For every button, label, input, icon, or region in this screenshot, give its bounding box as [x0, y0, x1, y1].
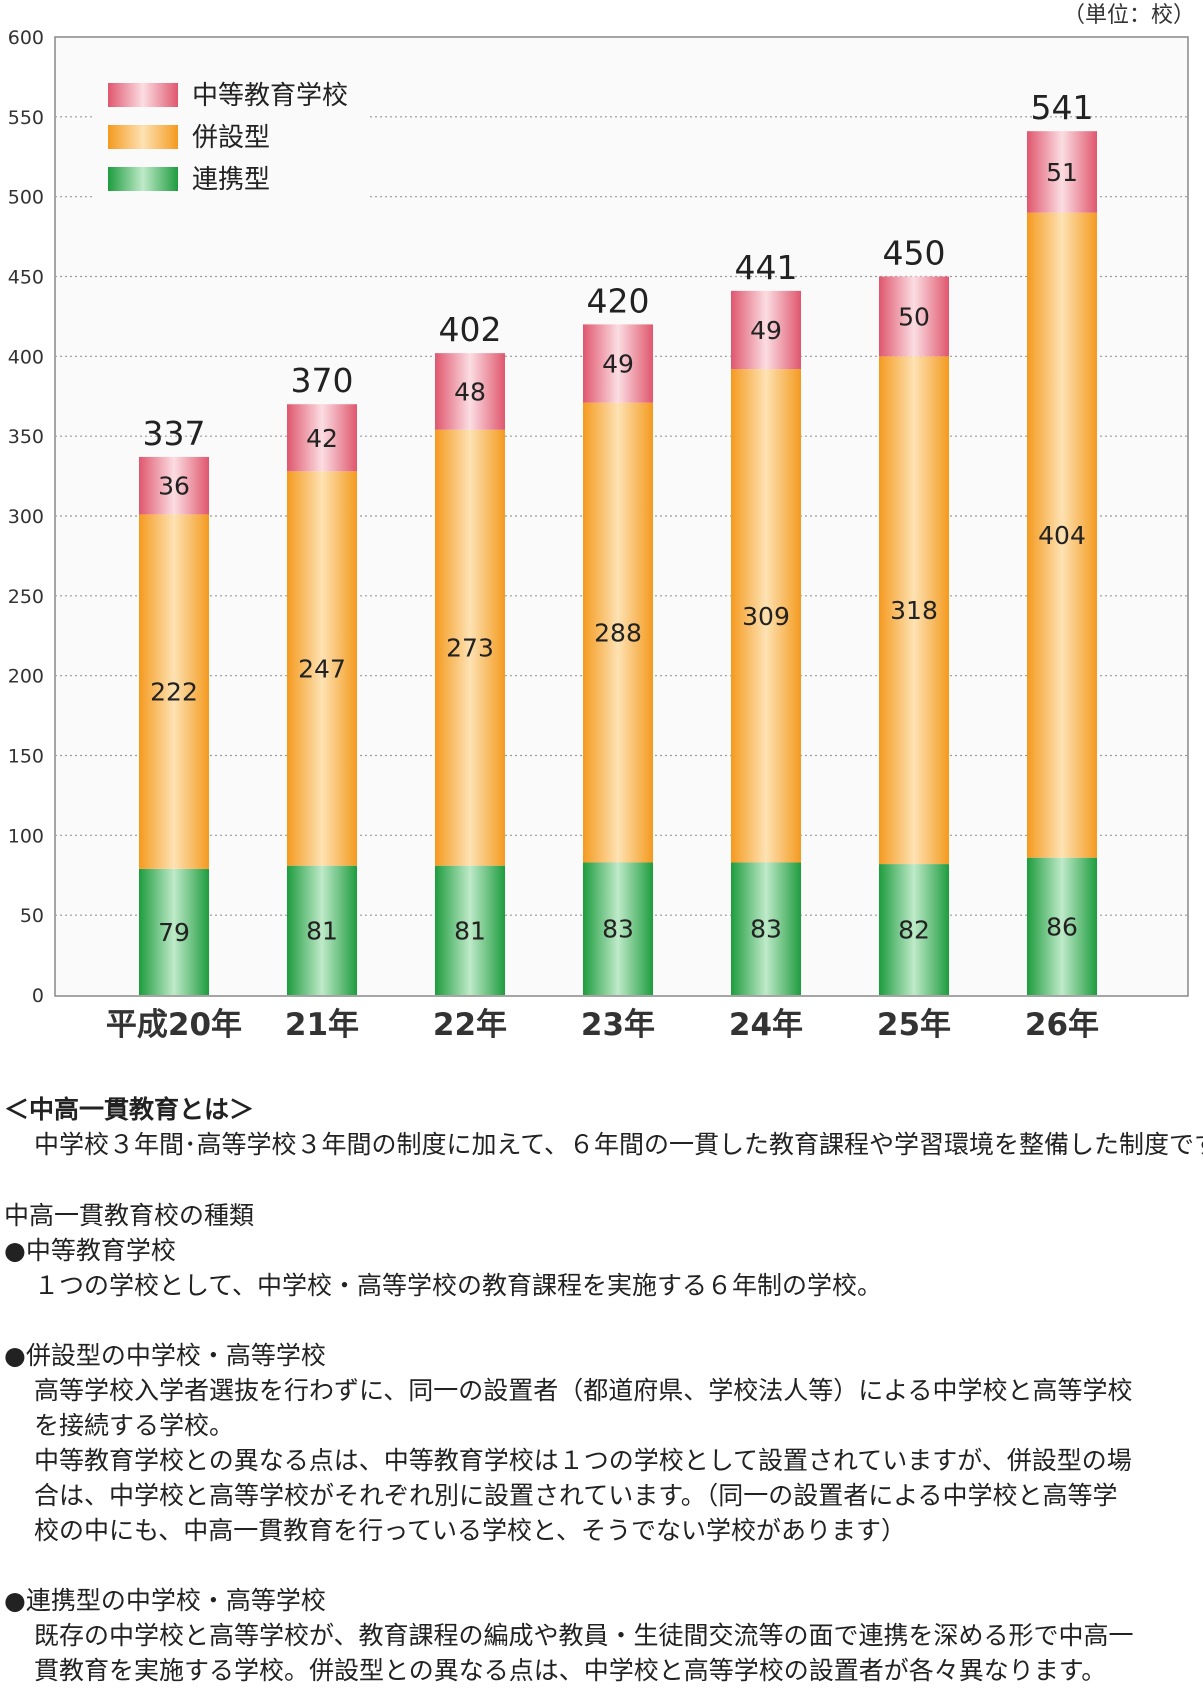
- type2-desc-line: 校の中にも、中高一貫教育を行っている学校と、そうでない学校があります）: [34, 1516, 907, 1545]
- segment-value-label: 50: [898, 302, 930, 331]
- segment-value-label: 36: [158, 472, 190, 501]
- type2-desc-line: 高等学校入学者選抜を行わずに、同一の設置者（都道府県、学校法人等）による中学校と…: [34, 1376, 1133, 1405]
- bar-segment-heisetsu: [1027, 212, 1097, 858]
- x-axis: 平成20年 21年 22年 23年 24年 25年 26年: [106, 1007, 1099, 1043]
- y-tick-label: 350: [8, 426, 44, 448]
- type3-desc-line: 既存の中学校と高等学校が、教育課程の編成や教員・生徒間交流等の面で連携を深める形…: [34, 1621, 1134, 1650]
- y-tick-label: 400: [8, 346, 44, 368]
- bar-segment-renkei: [139, 868, 209, 995]
- bar-segment-chuto: [287, 404, 357, 472]
- notes-section: ＜中高一貫教育とは＞ 中学校３年間･高等学校３年間の制度に加えて、６年間の一貫し…: [4, 1092, 1203, 1688]
- y-tick-label: 0: [32, 985, 44, 1007]
- bar-segment-chuto: [435, 353, 505, 430]
- legend-label-renkei: 連携型: [192, 165, 270, 195]
- x-tick-label: 24年: [729, 1007, 803, 1043]
- y-axis: 0 50 100 150 200 250 300 350 400 450 500 550 600: [8, 27, 44, 1007]
- legend-label-chuto: 中等教育学校: [192, 81, 348, 111]
- y-tick-label: 600: [8, 27, 44, 49]
- legend-swatch-renkei: [108, 167, 178, 191]
- bar-segment-renkei: [583, 862, 653, 995]
- y-tick-label: 500: [8, 187, 44, 209]
- segment-value-label: 79: [158, 918, 190, 947]
- type2-desc-line: 中等教育学校との異なる点は、中等教育学校は１つの学校として設置されていますが、併…: [34, 1446, 1132, 1475]
- segment-value-label: 51: [1046, 158, 1078, 187]
- segment-value-label: 49: [602, 350, 634, 379]
- bar-total-label: 337: [143, 414, 206, 453]
- segment-value-label: 83: [602, 915, 634, 944]
- y-tick-label: 100: [8, 825, 44, 847]
- segment-value-label: 222: [150, 678, 198, 707]
- bar-total-label: 402: [439, 310, 502, 349]
- y-tick-label: 300: [8, 506, 44, 528]
- segment-value-label: 288: [594, 619, 642, 648]
- legend-label-heisetsu: 併設型: [192, 123, 270, 153]
- legend: 中等教育学校 併設型 連携型: [95, 74, 370, 202]
- bar-segment-heisetsu: [435, 429, 505, 866]
- x-tick-label: 22年: [433, 1007, 507, 1043]
- legend-swatch-heisetsu: [108, 125, 178, 149]
- type2-desc-line: 合は、中学校と高等学校がそれぞれ別に設置されています。（同一の設置者による中学校…: [34, 1481, 1118, 1510]
- segment-value-label: 49: [750, 316, 782, 345]
- bar-segment-renkei: [731, 862, 801, 995]
- bar-total-label: 420: [587, 281, 650, 320]
- x-tick-label: 25年: [877, 1007, 951, 1043]
- stacked-bar-chart: （単位：校） 0 50 100 150 200 250 300 350 400 450 500 550…: [8, 3, 1195, 1043]
- bar-total-label: 370: [291, 361, 354, 400]
- type1-title: ●中等教育学校: [4, 1236, 176, 1265]
- bar-segment-chuto: [583, 324, 653, 403]
- bar-segment-heisetsu: [287, 471, 357, 866]
- segment-value-label: 83: [750, 915, 782, 944]
- x-tick-label: 平成20年: [106, 1007, 242, 1043]
- segment-value-label: 86: [1046, 912, 1078, 941]
- bar-total-label: 541: [1031, 88, 1094, 127]
- segment-value-label: 273: [446, 634, 494, 663]
- types-title: 中高一貫教育校の種類: [4, 1201, 255, 1230]
- legend-swatch-chuto: [108, 83, 178, 107]
- y-tick-label: 450: [8, 267, 44, 289]
- segment-value-label: 42: [306, 424, 338, 453]
- segment-value-label: 81: [454, 916, 486, 945]
- notes-heading: ＜中高一貫教育とは＞: [4, 1095, 255, 1124]
- y-tick-label: 150: [8, 746, 44, 768]
- bar-segment-renkei: [435, 865, 505, 995]
- y-tick-label: 50: [20, 905, 44, 927]
- bar-segment-renkei: [1027, 857, 1097, 995]
- segment-value-label: 247: [298, 654, 346, 683]
- bar-segment-chuto: [731, 290, 801, 370]
- bar-segment-heisetsu: [583, 402, 653, 863]
- bar-total-label: 450: [883, 234, 946, 273]
- type3-title: ●連携型の中学校・高等学校: [4, 1586, 326, 1615]
- bar-segment-chuto: [139, 456, 209, 515]
- bar-total-label: 441: [735, 248, 798, 287]
- bars: 79 222 36 337 81 247 42 370 81 273 48 402 83 288 49 420…: [139, 88, 1097, 995]
- segment-value-label: 404: [1038, 521, 1086, 550]
- type2-title: ●併設型の中学校・高等学校: [4, 1341, 326, 1370]
- bar-segment-renkei: [287, 865, 357, 995]
- type2-desc-line: を接続する学校。: [34, 1411, 235, 1440]
- segment-value-label: 81: [306, 916, 338, 945]
- segment-value-label: 309: [742, 602, 790, 631]
- bar-segment-renkei: [879, 864, 949, 995]
- y-tick-label: 550: [8, 107, 44, 129]
- x-tick-label: 26年: [1025, 1007, 1099, 1043]
- bar-segment-chuto: [1027, 131, 1097, 213]
- y-tick-label: 250: [8, 586, 44, 608]
- type3-desc-line: 貫教育を実施する学校。併設型との異なる点は、中学校と高等学校の設置者が各々異なり…: [34, 1656, 1107, 1685]
- bar-segment-heisetsu: [731, 369, 801, 863]
- x-tick-label: 23年: [581, 1007, 655, 1043]
- bar-segment-chuto: [879, 276, 949, 357]
- type1-desc: １つの学校として、中学校・高等学校の教育課程を実施する６年制の学校。: [34, 1271, 883, 1300]
- y-tick-label: 200: [8, 666, 44, 688]
- bar-segment-heisetsu: [139, 514, 209, 869]
- x-tick-label: 21年: [285, 1007, 359, 1043]
- notes-intro: 中学校３年間･高等学校３年間の制度に加えて、６年間の一貫した教育課程や学習環境を…: [34, 1130, 1203, 1159]
- unit-label: （単位：校）: [1063, 3, 1195, 28]
- segment-value-label: 48: [454, 377, 486, 406]
- segment-value-label: 82: [898, 916, 930, 945]
- segment-value-label: 318: [890, 596, 938, 625]
- bar-segment-heisetsu: [879, 356, 949, 865]
